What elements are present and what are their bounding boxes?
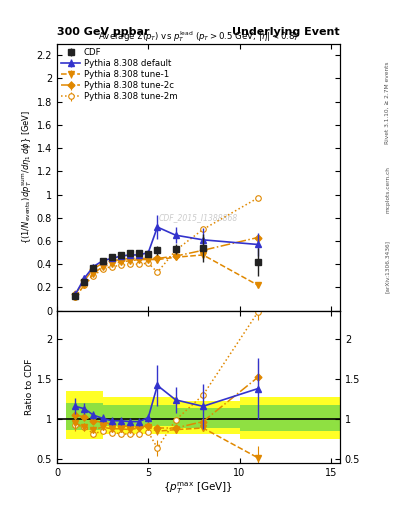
Text: Underlying Event: Underlying Event (232, 27, 340, 37)
Text: [arXiv:1306.3436]: [arXiv:1306.3436] (385, 240, 390, 293)
Y-axis label: Ratio to CDF: Ratio to CDF (25, 359, 34, 415)
Text: CDF_2015_I1388868: CDF_2015_I1388868 (159, 212, 238, 222)
X-axis label: $\{p_T^\mathrm{max}\ [\mathrm{GeV}]\}$: $\{p_T^\mathrm{max}\ [\mathrm{GeV}]\}$ (163, 481, 233, 497)
Legend: CDF, Pythia 8.308 default, Pythia 8.308 tune-1, Pythia 8.308 tune-2c, Pythia 8.3: CDF, Pythia 8.308 default, Pythia 8.308 … (60, 46, 179, 103)
Text: Rivet 3.1.10, ≥ 2.7M events: Rivet 3.1.10, ≥ 2.7M events (385, 61, 390, 144)
Title: Average $\Sigma(p_T)$ vs $p_T^\mathrm{lead}$ ($p_T > 0.5$ GeV, $|\eta| < 0.8$): Average $\Sigma(p_T)$ vs $p_T^\mathrm{le… (98, 29, 299, 44)
Y-axis label: $\{(1/N_\mathrm{events})\,dp_T^\mathrm{sum}/d\eta_1\,d\phi\}$ [GeV]: $\{(1/N_\mathrm{events})\,dp_T^\mathrm{s… (20, 110, 34, 244)
Text: 300 GeV ppbar: 300 GeV ppbar (57, 27, 149, 37)
Text: mcplots.cern.ch: mcplots.cern.ch (385, 166, 390, 213)
